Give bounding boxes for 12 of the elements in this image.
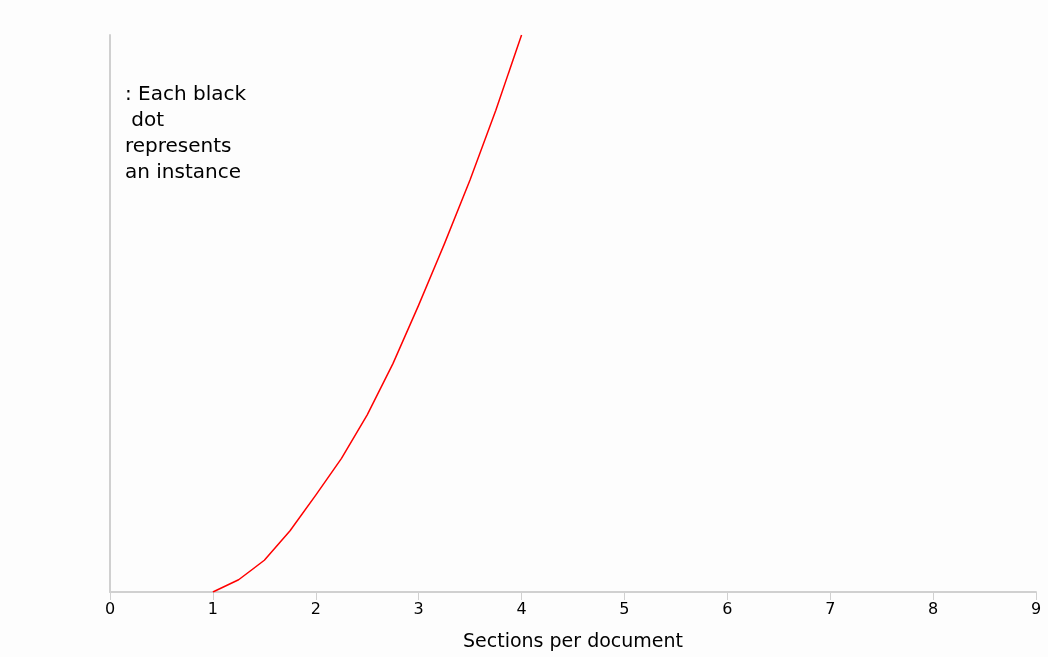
x-tick-label: 7: [825, 598, 836, 618]
x-tick-label: 9: [1030, 598, 1042, 618]
x-tick-label: 0: [104, 598, 116, 618]
x-axis-title: Sections per document: [463, 628, 683, 651]
x-tick-label: 5: [619, 598, 630, 618]
x-tick-label: 8: [928, 598, 939, 618]
x-tick-label: 3: [413, 598, 424, 618]
x-tick-label: 6: [722, 598, 733, 618]
x-tick-label: 1: [207, 598, 218, 618]
x-tick-label: 4: [516, 598, 527, 618]
annotation: : Each black dot represents an instance: [125, 81, 247, 183]
x-tick-label: 2: [310, 598, 321, 618]
